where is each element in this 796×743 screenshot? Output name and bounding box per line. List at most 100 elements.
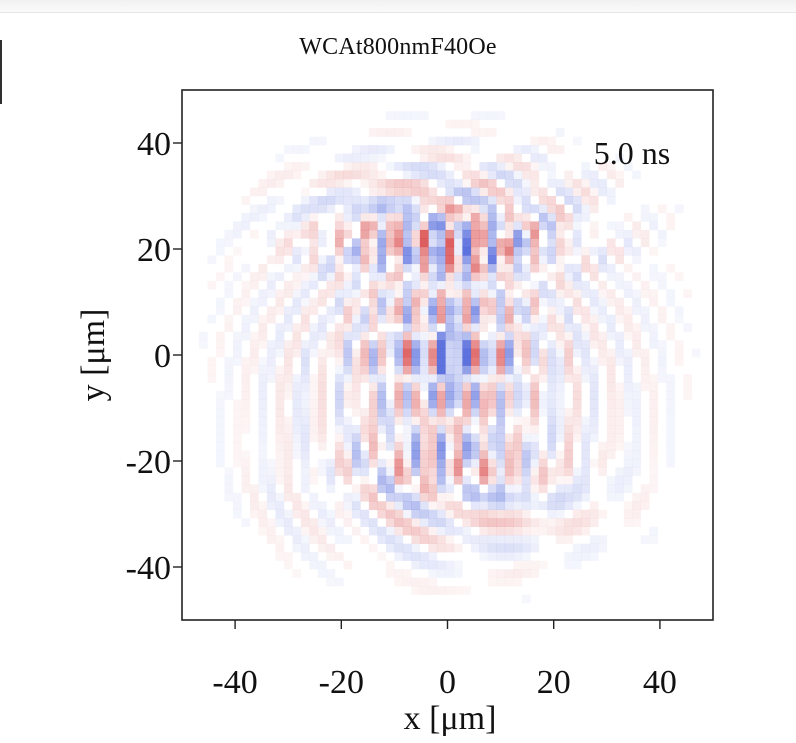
heatmap-cell — [453, 289, 463, 299]
heatmap-cell — [513, 170, 523, 180]
heatmap-cell — [513, 526, 523, 536]
heatmap-cell — [666, 221, 676, 231]
heatmap-cell — [428, 450, 438, 460]
heatmap-cell — [479, 518, 489, 527]
heatmap-cell — [334, 416, 344, 426]
heatmap-cell — [598, 280, 608, 290]
y-axis-label: y [μm] — [75, 309, 112, 402]
heatmap-cell — [632, 221, 642, 231]
heatmap-cell — [377, 280, 387, 290]
heatmap-cell — [317, 204, 327, 214]
heatmap-cell — [649, 484, 659, 494]
heatmap-cell — [292, 416, 302, 426]
heatmap-cell — [521, 543, 531, 553]
heatmap-cell — [300, 340, 310, 349]
heatmap-cell — [343, 170, 353, 180]
heatmap-cell — [572, 543, 582, 553]
heatmap-cell — [436, 484, 446, 494]
heatmap-cell — [419, 145, 429, 154]
heatmap-cell — [394, 441, 404, 451]
heatmap-cell — [360, 212, 370, 222]
heatmap-cell — [377, 145, 387, 154]
heatmap-cell — [555, 382, 565, 392]
heatmap-cell — [555, 255, 565, 265]
heatmap-cell — [487, 238, 497, 248]
heatmap-cell — [309, 560, 319, 570]
heatmap-cell — [453, 340, 463, 349]
heatmap-cell — [581, 374, 591, 383]
heatmap-cell — [368, 323, 378, 332]
heatmap-cell — [572, 560, 582, 570]
heatmap-cell — [292, 162, 302, 171]
heatmap-cell — [241, 399, 251, 409]
heatmap-cell — [343, 179, 353, 188]
heatmap-cell — [360, 408, 370, 417]
heatmap-cell — [632, 408, 642, 417]
heatmap-cell — [402, 297, 412, 307]
heatmap-cell — [479, 374, 489, 383]
heatmap-cell — [555, 433, 565, 443]
heatmap-cell — [283, 560, 293, 570]
heatmap-cell — [462, 475, 472, 485]
heatmap-cell — [300, 424, 310, 434]
heatmap-cell — [530, 297, 540, 307]
heatmap-cell — [232, 441, 242, 451]
heatmap-cell — [623, 306, 633, 315]
heatmap-cell — [453, 119, 463, 129]
heatmap-cell — [462, 238, 472, 248]
heatmap-cell — [292, 348, 302, 358]
heatmap-cell — [470, 535, 480, 544]
heatmap-cell — [479, 365, 489, 375]
heatmap-cell — [513, 314, 523, 324]
heatmap-cell — [317, 543, 327, 553]
heatmap-cell — [530, 543, 540, 553]
heatmap-cell — [453, 560, 463, 570]
heatmap-cell — [428, 424, 438, 434]
heatmap-cell — [283, 348, 293, 358]
heatmap-cell — [394, 526, 404, 536]
heatmap-cell — [419, 221, 429, 231]
heatmap-cell — [547, 492, 557, 502]
heatmap-cell — [351, 272, 361, 282]
heatmap-cell — [300, 357, 310, 366]
heatmap-cell — [411, 560, 421, 570]
heatmap-cell — [615, 475, 625, 485]
heatmap-cell — [496, 433, 506, 443]
heatmap-cell — [275, 238, 285, 248]
heatmap-cell — [470, 441, 480, 451]
heatmap-cell — [479, 289, 489, 299]
heatmap-cell — [377, 246, 387, 256]
heatmap-cell — [436, 560, 446, 570]
heatmap-cell — [283, 458, 293, 468]
heatmap-cell — [581, 331, 591, 341]
heatmap-cell — [326, 314, 336, 324]
window-top-strip — [0, 0, 796, 13]
heatmap-cell — [640, 306, 650, 315]
heatmap-cell — [538, 458, 548, 468]
heatmap-cell — [632, 467, 642, 477]
heatmap-cell — [615, 484, 625, 494]
heatmap-cell — [258, 475, 268, 485]
heatmap-cell — [309, 535, 319, 544]
heatmap-cell — [436, 162, 446, 171]
heatmap-cell — [521, 560, 531, 570]
heatmap-cell — [385, 179, 395, 188]
heatmap-cell — [317, 331, 327, 341]
heatmap-cell — [309, 212, 319, 222]
heatmap-cell — [470, 204, 480, 214]
heatmap-cell — [351, 289, 361, 299]
heatmap-cell — [530, 560, 540, 570]
heatmap-cell — [428, 297, 438, 307]
heatmap-cell — [538, 212, 548, 222]
heatmap-cell — [598, 450, 608, 460]
window-left-edge — [0, 40, 2, 104]
heatmap-cell — [640, 280, 650, 290]
heatmap-cell — [402, 577, 412, 587]
heatmap-cell — [394, 535, 404, 544]
heatmap-cell — [445, 306, 455, 315]
heatmap-cell — [283, 238, 293, 248]
heatmap-cell — [360, 416, 370, 426]
heatmap-cell — [538, 365, 548, 375]
heatmap-cell — [402, 204, 412, 214]
heatmap-cell — [462, 433, 472, 443]
